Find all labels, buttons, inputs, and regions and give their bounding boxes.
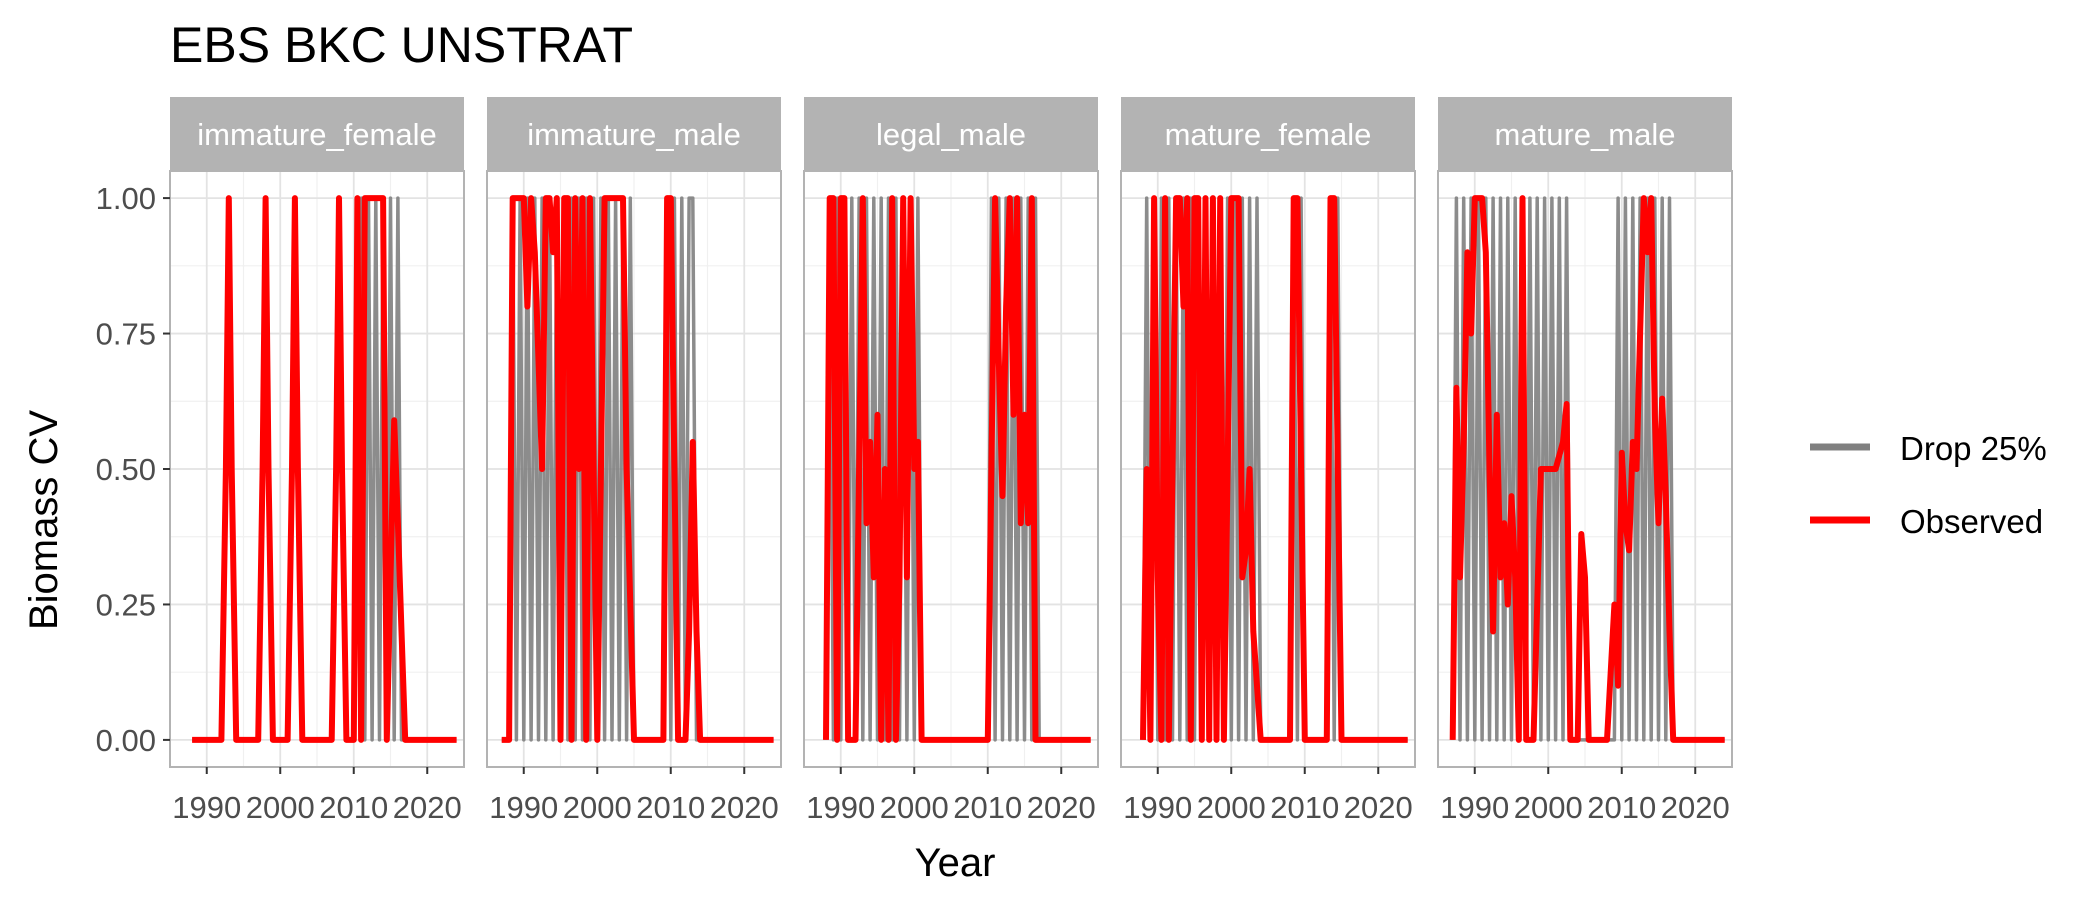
facet-immature_male: immature_male 1990 2000 2010 2020: [486, 97, 782, 825]
panel-border: [1120, 170, 1416, 768]
facet-strip: [1438, 97, 1732, 171]
facet-strip-label: immature_male: [527, 117, 741, 152]
facet-strip: [170, 97, 464, 171]
x-tick-label: 2020: [393, 790, 462, 825]
x-tick-label: 2000: [563, 790, 632, 825]
x-tick-label: 1990: [489, 790, 558, 825]
series-observed-line: [823, 195, 1091, 743]
x-tick-label: 2000: [1197, 790, 1266, 825]
x-tick-label: 2020: [710, 790, 779, 825]
facet-legal_male: legal_male 1990 2000 2010 2020: [803, 97, 1099, 825]
y-tick-label: 0.25: [96, 587, 156, 622]
x-tick-label: 2010: [1270, 790, 1339, 825]
facet-immature_female: immature_female 1990 2000 2010 2020 0.00 0.25 0…: [96, 97, 465, 825]
series-observed-line: [192, 195, 457, 743]
y-tick-label: 0.50: [96, 452, 156, 487]
legend-label-drop: Drop 25%: [1900, 430, 2047, 467]
x-tick-label: 1990: [172, 790, 241, 825]
x-tick-label: 2000: [1514, 790, 1583, 825]
x-tick-label: 2010: [636, 790, 705, 825]
series-observed-line: [501, 195, 774, 743]
x-axis-label: Year: [915, 841, 996, 885]
x-tick-label: 2000: [246, 790, 315, 825]
y-tick-label: 0.75: [96, 317, 156, 352]
x-tick-label: 1990: [1440, 790, 1509, 825]
facet-strip-label: mature_male: [1495, 117, 1676, 152]
series-observed-line: [1140, 195, 1408, 743]
panel-border: [1437, 170, 1733, 768]
x-tick-label: 2020: [1661, 790, 1730, 825]
x-tick-label: 2010: [1587, 790, 1656, 825]
series-drop-25-line: [1450, 196, 1725, 742]
facet-strip: [804, 97, 1098, 171]
facet-strip-label: immature_female: [197, 117, 436, 152]
y-tick-label: 1.00: [96, 181, 156, 216]
legend-label-observed: Observed: [1900, 503, 2043, 540]
x-tick-label: 2010: [319, 790, 388, 825]
y-axis-label: Biomass CV: [22, 410, 66, 630]
x-tick-label: 2010: [953, 790, 1022, 825]
panel-border: [486, 170, 782, 768]
x-tick-label: 2000: [880, 790, 949, 825]
x-tick-label: 1990: [806, 790, 875, 825]
facet-strip: [1121, 97, 1415, 171]
y-tick-label: 0.00: [96, 723, 156, 758]
facet-strip: [487, 97, 781, 171]
facet-strip-label: legal_male: [876, 117, 1026, 152]
legend: Drop 25% Observed: [1810, 430, 2047, 540]
chart-title: EBS BKC UNSTRAT: [170, 17, 633, 73]
panel-border: [803, 170, 1099, 768]
x-tick-label: 2020: [1344, 790, 1413, 825]
facet-mature_female: mature_female 1990 2000 2010 2020: [1120, 97, 1416, 825]
x-tick-label: 2020: [1027, 790, 1096, 825]
x-tick-label: 1990: [1123, 790, 1192, 825]
facet-strip-label: mature_female: [1165, 117, 1372, 152]
series-observed-line: [1449, 195, 1725, 743]
facet-mature_male: mature_male 1990 2000 2010 2020: [1437, 97, 1733, 825]
